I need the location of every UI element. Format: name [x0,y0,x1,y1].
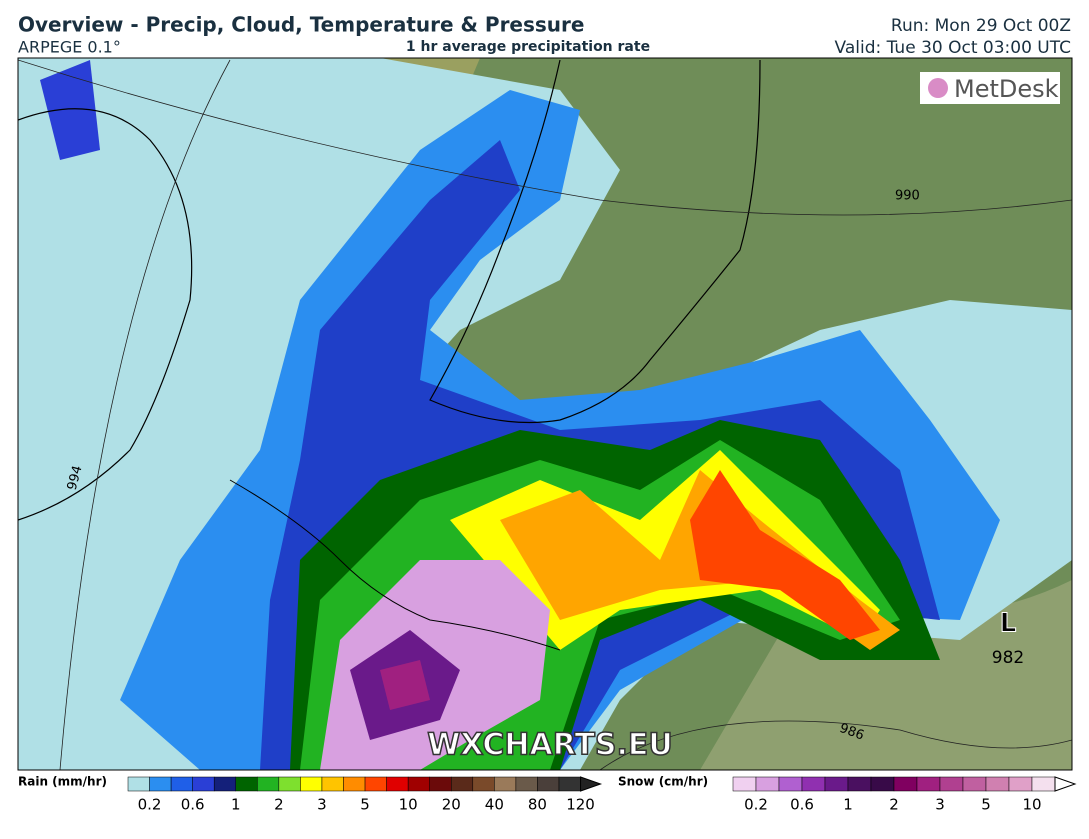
legend-tick-label: 1 [843,796,853,814]
coastline [18,108,193,521]
legend-swatch [558,776,581,792]
legend-swatch [170,776,193,792]
legend-tick-label: 3 [317,796,327,814]
low-pressure: 982 [992,648,1024,668]
isobar [18,59,1072,216]
legend-swatch [343,776,366,792]
legend-swatch [386,776,409,792]
legend-swatch [407,776,430,792]
rain-legend-title: Rain (mm/hr) [18,775,107,789]
subtitle: 1 hr average precipitation rate [406,39,650,55]
isobar [59,59,231,770]
snow [380,660,430,710]
legend-tick-label: 2 [889,796,899,814]
legend-swatch [962,776,987,792]
legend-swatch [985,776,1010,792]
legend-swatch [235,776,258,792]
legend-swatch [300,776,323,792]
snow-legend-title: Snow (cm/hr) [618,775,708,789]
legend-swatch [755,776,780,792]
legend-swatch [472,776,495,792]
legend-tick-label: 40 [485,796,504,814]
model: ARPEGE 0.1° [18,38,121,57]
legend-tick-label: 10 [1022,796,1041,814]
legend-swatch [939,776,964,792]
map-frame [17,57,1073,771]
legend-swatch [916,776,941,792]
legend-swatch [278,776,301,792]
legend-swatch [515,776,538,792]
legend-arrow [580,776,603,792]
legend-swatch [451,776,474,792]
low-symbol: L [1000,609,1017,639]
border [229,479,561,651]
legend-tick-label: 2 [274,796,284,814]
legend-tick-label: 120 [566,796,595,814]
legend-swatch [429,776,452,792]
isobar-label: 990 [895,189,920,204]
legend-swatch [732,776,757,792]
watermark: WXCHARTS.EU [427,728,673,763]
legend-tick-label: 0.6 [181,796,205,814]
legend-swatch [127,776,150,792]
legend-tick-label: 5 [360,796,370,814]
legend-swatch [847,776,872,792]
legend-tick-label: 3 [935,796,945,814]
legend-swatch [257,776,280,792]
precip [690,470,880,640]
legend-swatch [537,776,560,792]
legend-tick-label: 20 [442,796,461,814]
precip [40,60,100,160]
legend-swatch [364,776,387,792]
legend-tick-label: 1 [231,796,241,814]
legend-swatch [192,776,215,792]
legend-swatch [824,776,849,792]
legend-swatch [1031,776,1056,792]
valid-time: Valid: Tue 30 Oct 03:00 UTC [835,38,1071,58]
legend-swatch [149,776,172,792]
legend-tick-label: 0.6 [790,796,814,814]
legend-swatch [778,776,803,792]
legend-swatch [494,776,517,792]
legend-tick-label: 10 [399,796,418,814]
isobar-label: 994 [65,464,86,492]
logo: MetDesk [954,75,1059,103]
legend-tick-label: 80 [528,796,547,814]
legend-tick-label: 0.2 [744,796,768,814]
legend-swatch [213,776,236,792]
isobar [599,720,1072,770]
run-time: Run: Mon 29 Oct 00Z [891,16,1071,36]
legend-swatch [801,776,826,792]
legend-tick-label: 0.2 [138,796,162,814]
title: Overview - Precip, Cloud, Temperature & … [18,13,584,37]
legend-swatch [893,776,918,792]
map: 990 994 986 L 982 MetDesk WXCHARTS.EU [17,57,1073,771]
coastline [429,59,761,424]
legend-swatch [1008,776,1033,792]
legend-tick-label: 5 [981,796,991,814]
legend-swatch [321,776,344,792]
legends: 0.2 0.6 1 2 3 5 10 20 40 80 120 0.2 0.6 1 2 3 5 10 [127,776,1077,814]
logo-icon [928,78,948,98]
legend-arrow [1054,776,1077,792]
legend-swatch [870,776,895,792]
